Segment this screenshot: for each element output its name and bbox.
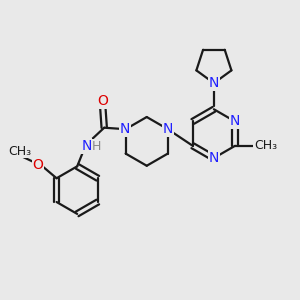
Text: N: N	[163, 122, 173, 136]
Text: H: H	[92, 140, 101, 153]
Text: N: N	[81, 139, 92, 153]
Text: O: O	[32, 158, 43, 172]
Text: N: N	[209, 151, 219, 165]
Text: CH₃: CH₃	[8, 145, 32, 158]
Text: N: N	[120, 122, 130, 136]
Text: N: N	[209, 76, 219, 90]
Text: O: O	[97, 94, 108, 108]
Text: CH₃: CH₃	[254, 139, 277, 152]
Text: N: N	[230, 115, 240, 128]
